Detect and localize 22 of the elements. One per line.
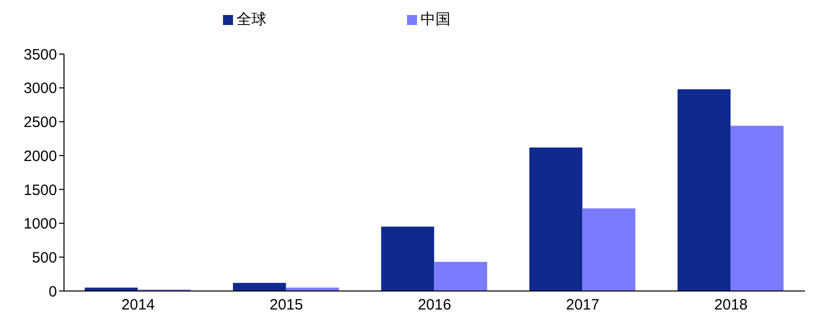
bar bbox=[582, 208, 636, 291]
bar bbox=[678, 89, 731, 291]
y-tick-label: 2000 bbox=[24, 148, 57, 165]
y-tick-label: 500 bbox=[32, 249, 57, 266]
y-tick-label: 1000 bbox=[24, 216, 57, 233]
bar bbox=[232, 282, 286, 291]
y-tick-label: 3500 bbox=[24, 46, 57, 64]
legend-label: 全球 bbox=[236, 11, 266, 28]
x-tick-label: 2018 bbox=[714, 296, 748, 314]
x-tick-label: 2016 bbox=[418, 296, 452, 314]
bar bbox=[730, 126, 784, 291]
y-tick-label: 1500 bbox=[24, 182, 57, 199]
x-tick-label: 2014 bbox=[121, 296, 155, 314]
y-tick-label: 0 bbox=[48, 283, 57, 300]
x-tick-label: 2015 bbox=[270, 296, 303, 314]
bar bbox=[381, 226, 434, 291]
y-tick-label: 3000 bbox=[24, 80, 57, 98]
x-tick-label: 2017 bbox=[566, 296, 600, 314]
y-tick-label: 2500 bbox=[24, 114, 57, 132]
bar bbox=[434, 262, 488, 291]
legend-label: 中国 bbox=[420, 11, 450, 28]
bar bbox=[529, 147, 582, 291]
